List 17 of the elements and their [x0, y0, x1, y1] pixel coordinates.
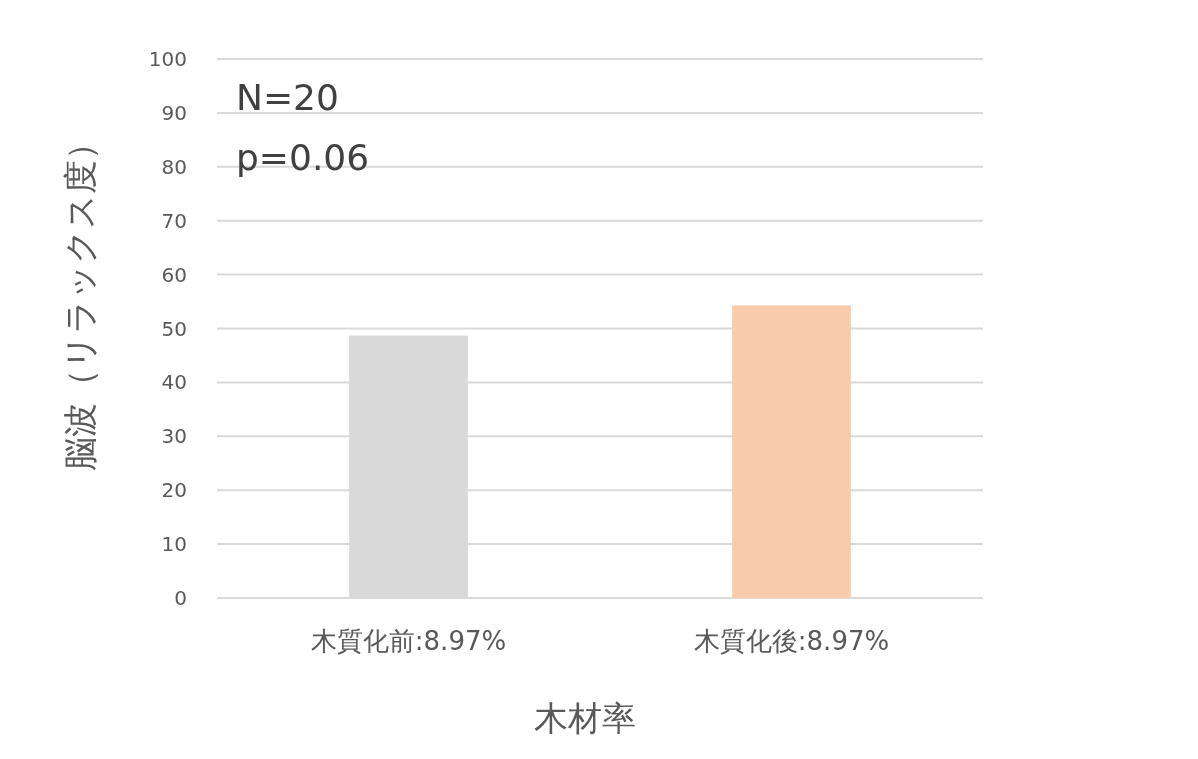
- y-axis-title: 脳波（リラックス度）: [60, 126, 100, 471]
- y-tick-label: 0: [174, 586, 187, 610]
- y-tick-label: 40: [161, 370, 187, 395]
- y-tick-label: 20: [161, 478, 187, 503]
- x-axis-title: 木材率: [534, 698, 636, 738]
- y-tick-label: 70: [161, 208, 187, 233]
- annotation: p=0.06: [236, 137, 370, 178]
- y-tick-label: 60: [161, 262, 187, 287]
- y-tick-label: 30: [161, 424, 187, 449]
- y-tick-label: 50: [161, 316, 187, 341]
- y-tick-label: 10: [161, 532, 187, 557]
- y-tick-label: 100: [148, 47, 187, 71]
- y-tick-label: 90: [161, 100, 187, 125]
- y-tick-label: 80: [161, 154, 187, 179]
- x-tick-label: 木質化前:8.97%: [310, 626, 507, 656]
- x-tick-label: 木質化後:8.97%: [693, 626, 890, 656]
- annotation: N=20: [236, 77, 339, 118]
